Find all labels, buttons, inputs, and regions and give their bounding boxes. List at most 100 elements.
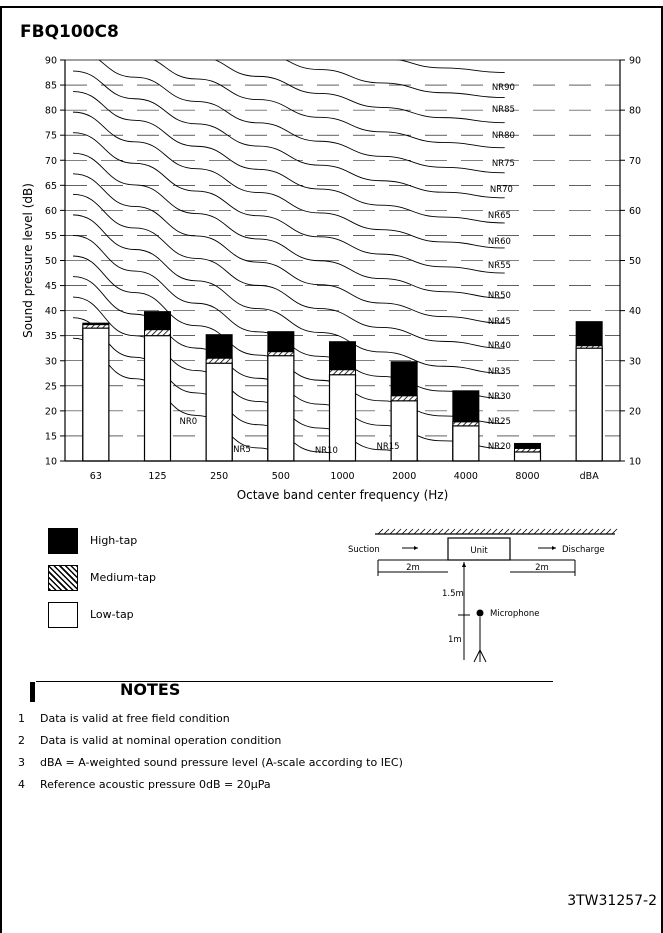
ceiling-hatch-mark [545,528,552,535]
y-tick-label-left: 25 [45,381,57,392]
y-tick-label-right: 70 [629,156,641,167]
ceiling-hatch-mark [377,528,384,535]
ceiling-hatch-mark [521,528,528,535]
ceiling-hatch-mark [593,528,600,535]
y-tick-label-right: 10 [629,457,641,468]
ceiling-hatch-mark [587,528,594,535]
ceiling-hatch-mark [491,528,498,535]
ceiling-hatch-mark [605,528,612,535]
ceiling-hatch-mark [473,528,480,535]
x-tick-label: 8000 [515,471,539,482]
nr-label: NR45 [488,317,511,327]
ceiling-hatch-mark [509,528,516,535]
legend-swatch-high [48,528,78,554]
y-tick-label-left: 15 [45,431,57,442]
x-tick-label: 250 [210,471,228,482]
note-text: Reference acoustic pressure 0dB = 20μPa [40,778,271,791]
unit-label: Unit [470,546,488,556]
y-tick-label-left: 10 [45,457,57,468]
nr-label: NR15 [377,442,400,452]
y-tick-label-left: 35 [45,331,57,342]
x-axis-label: Octave band center frequency (Hz) [237,488,449,502]
ceiling-hatch-mark [389,528,396,535]
ceiling-hatch-mark [563,528,570,535]
y-tick-label-left: 85 [45,81,57,92]
ceiling-hatch-mark [479,528,486,535]
nr-curve-40 [72,173,505,324]
y-tick-label-right: 60 [629,206,641,217]
ceiling-hatch-mark [557,528,564,535]
ceiling-hatch-mark [461,528,468,535]
nr-curve-45 [72,152,505,299]
measurement-diagram: Unit Suction Discharge 2m 2m 1.5m 1m Mic… [348,528,618,663]
x-tick-label: 63 [90,471,102,482]
bar-low-tap [513,451,542,462]
note-number: 1 [18,712,25,725]
ceiling-hatch-mark [533,528,540,535]
bar-low-tap [328,374,357,462]
ceiling-hatch-mark [449,528,456,535]
ceiling-hatch-mark [443,528,450,535]
y-tick-label-left: 55 [45,231,57,242]
note-text: Data is valid at nominal operation condi… [40,734,282,747]
y-tick-label-right: 50 [629,256,641,267]
ceiling-hatch-mark [407,528,414,535]
y-tick-label-left: 65 [45,181,57,192]
note-item-1: 1 Data is valid at free field condition [18,712,230,725]
frame-left-border [0,6,2,933]
nr-curve-80 [214,60,505,124]
y-tick-label-left: 60 [45,206,57,217]
microphone-icon [476,609,484,617]
nr-label: NR30 [488,392,511,402]
ceiling-hatch [375,528,618,535]
x-tick-label: 125 [148,471,166,482]
x-tick-label: 4000 [454,471,478,482]
nr-curve-70 [98,60,505,174]
microphone-label: Microphone [490,609,539,619]
bar-low-tap [390,400,418,462]
legend-swatch-low [48,602,78,628]
nr-curve-50 [72,132,505,274]
ceiling-hatch-mark [599,528,606,535]
y-axis-label: Sound pressure level (dB) [21,183,35,338]
height-upper-label: 1.5m [442,589,464,599]
ceiling-hatch-mark [551,528,558,535]
nr-label: NR40 [488,341,511,351]
nr-curve-35 [72,193,505,349]
distance-left-label: 2m [406,563,420,573]
ceiling-hatch-mark [497,528,504,535]
nr-label: NR80 [492,131,515,141]
nr-curve-30 [72,214,505,374]
ceiling-hatch-mark [413,528,420,535]
ceiling-hatch-mark [515,528,522,535]
ceiling-hatch-mark [383,528,390,535]
nr-label: NR10 [315,446,338,456]
distance-right-label: 2m [535,563,549,573]
notes-marker [30,682,35,702]
ceiling-hatch-mark [569,528,576,535]
nr-label: NR55 [488,261,511,271]
nr-curve-55 [72,111,505,249]
y-tick-label-right: 80 [629,106,641,117]
frame-top-border [0,6,663,8]
note-item-4: 4 Reference acoustic pressure 0dB = 20μPa [18,778,271,791]
y-tick-label-right: 90 [629,56,641,67]
ceiling-hatch-mark [539,528,546,535]
legend-label-high: High-tap [90,534,138,547]
x-tick-label: 1000 [330,471,354,482]
notes-divider [36,681,553,682]
y-tick-label-left: 75 [45,131,57,142]
discharge-label: Discharge [562,545,605,555]
x-tick-label: 2000 [392,471,416,482]
ceiling-hatch-mark [485,528,492,535]
y-tick-label-right: 40 [629,306,641,317]
note-number: 4 [18,778,25,791]
nr-label: NR25 [488,417,511,427]
frame-right-border [661,6,663,933]
ceiling-hatch-mark [425,528,432,535]
ceiling-hatch-mark [503,528,510,535]
note-item-3: 3 dBA = A-weighted sound pressure level (… [18,756,403,769]
notes-title: NOTES [120,680,181,699]
note-text: Data is valid at free field condition [40,712,230,725]
y-tick-label-right: 30 [629,356,641,367]
